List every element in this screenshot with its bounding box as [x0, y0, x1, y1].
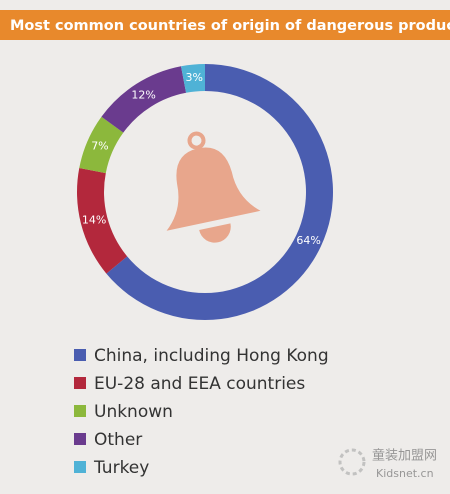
legend-swatch	[74, 405, 86, 417]
donut-segment	[77, 168, 128, 274]
watermark-site: Kidsnet.cn	[376, 467, 434, 480]
legend-label: Turkey	[93, 458, 149, 478]
donut-segment	[181, 64, 205, 93]
legend-label: China, including Hong Kong	[94, 346, 329, 366]
watermark: 童装加盟网 Kidsnet.cn	[338, 448, 437, 480]
watermark-text: 童装加盟网	[372, 448, 437, 464]
value-label: 64%	[296, 234, 320, 247]
legend: China, including Hong Kong EU-28 and EEA …	[74, 346, 329, 478]
watermark-logo	[338, 448, 366, 476]
donut: 64% 14% 7% 12% 3%	[77, 64, 334, 321]
legend-swatch	[74, 461, 86, 473]
value-label: 14%	[82, 213, 106, 226]
chart-title: Most common countries of origin of dange…	[10, 18, 450, 34]
legend-label: EU-28 and EEA countries	[94, 374, 305, 394]
bell-body	[166, 147, 261, 231]
legend-swatch	[74, 377, 86, 389]
legend-label: Unknown	[94, 402, 173, 422]
bell-icon	[166, 131, 261, 243]
donut-segment	[106, 64, 334, 321]
legend-label: Other	[94, 430, 142, 450]
value-label: 7%	[91, 140, 108, 153]
title-banner	[0, 10, 450, 40]
value-label: 3%	[185, 71, 202, 84]
legend-swatch	[74, 433, 86, 445]
legend-swatch	[74, 349, 86, 361]
value-label: 12%	[131, 88, 155, 101]
bell-ring	[187, 131, 206, 150]
bell-clapper	[199, 223, 231, 243]
donut-segment	[101, 66, 187, 133]
donut-segment	[79, 116, 124, 174]
